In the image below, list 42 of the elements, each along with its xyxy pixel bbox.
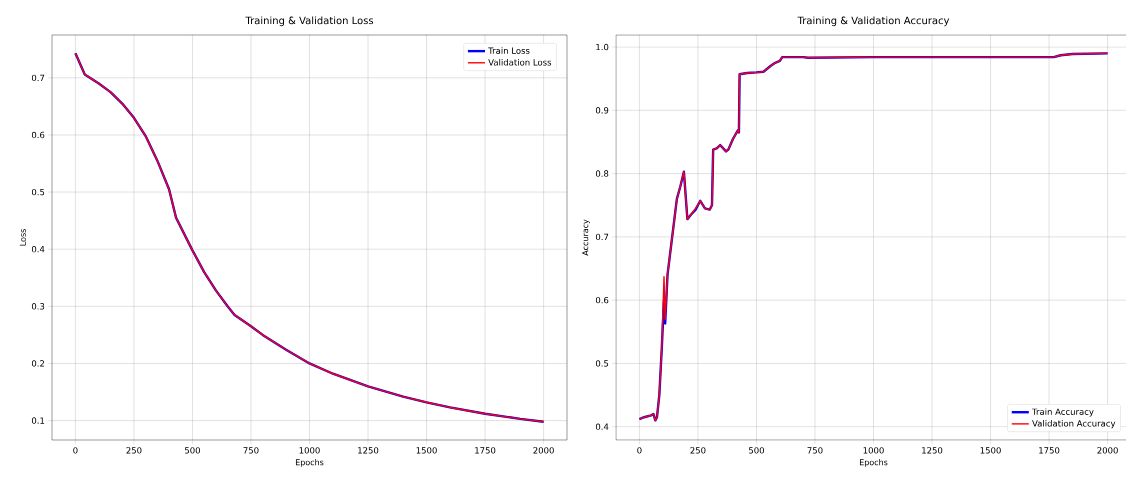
y-tick-label: 0.7	[31, 74, 45, 82]
x-tick-label: 2000	[533, 447, 554, 454]
y-tick-label: 0.5	[31, 188, 45, 196]
y-tick-label: 0.5	[595, 360, 609, 367]
y-tick-label: 0.6	[31, 131, 45, 139]
x-tick-label: 1000	[863, 447, 884, 454]
y-tick-label: 0.4	[595, 423, 609, 430]
x-tick-label: 1500	[980, 447, 1001, 454]
x-tick-label: 1250	[358, 447, 379, 454]
y-tick-label: 0.9	[595, 107, 609, 114]
x-tick-label: 500	[185, 447, 201, 454]
x-tick-label: 500	[749, 447, 765, 454]
x-tick-label: 1500	[416, 447, 437, 454]
y-tick-label: 0.8	[595, 170, 609, 177]
y-axis-title: Loss	[19, 229, 26, 246]
legend-label: Train Loss	[488, 47, 530, 54]
x-tick-label: 2000	[1097, 447, 1118, 454]
x-tick-label: 750	[807, 447, 823, 454]
chart-title: Training & Validation Loss	[245, 16, 374, 27]
y-tick-label: 0.7	[595, 233, 609, 241]
x-axis-title: Epochs	[295, 459, 324, 467]
chart-title: Training & Validation Accuracy	[797, 16, 950, 27]
x-tick-label: 1000	[299, 447, 320, 454]
y-tick-label: 0.3	[31, 303, 45, 310]
y-tick-label: 0.1	[31, 417, 45, 424]
y-axis-title: Accuracy	[582, 219, 590, 256]
y-tick-label: 1.0	[596, 43, 609, 51]
y-tick-label: 0.4	[31, 246, 45, 253]
x-tick-label: 1250	[922, 447, 943, 454]
y-tick-label: 0.6	[595, 296, 609, 304]
legend-label: Validation Accuracy	[1032, 420, 1116, 429]
legend-label: Validation Loss	[488, 58, 552, 66]
x-axis-title: Epochs	[859, 459, 888, 467]
x-tick-label: 1750	[1039, 447, 1060, 454]
x-tick-label: 250	[126, 447, 142, 454]
y-tick-label: 0.2	[31, 360, 45, 367]
x-tick-label: 1750	[475, 447, 496, 454]
x-tick-label: 750	[243, 447, 259, 454]
x-tick-label: 250	[690, 447, 706, 454]
legend-label: Train Accuracy	[1031, 408, 1094, 417]
x-tick-label: 0	[73, 447, 78, 454]
x-tick-label: 0	[637, 447, 642, 454]
